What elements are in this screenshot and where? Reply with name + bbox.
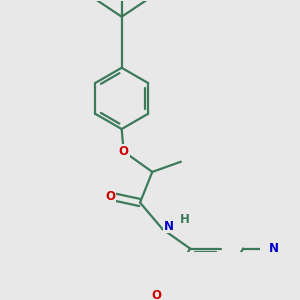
Text: O: O: [152, 289, 161, 300]
Text: O: O: [119, 145, 129, 158]
Text: O: O: [105, 190, 116, 203]
Text: N: N: [164, 220, 174, 232]
Text: N: N: [269, 242, 279, 255]
Text: H: H: [180, 213, 190, 226]
